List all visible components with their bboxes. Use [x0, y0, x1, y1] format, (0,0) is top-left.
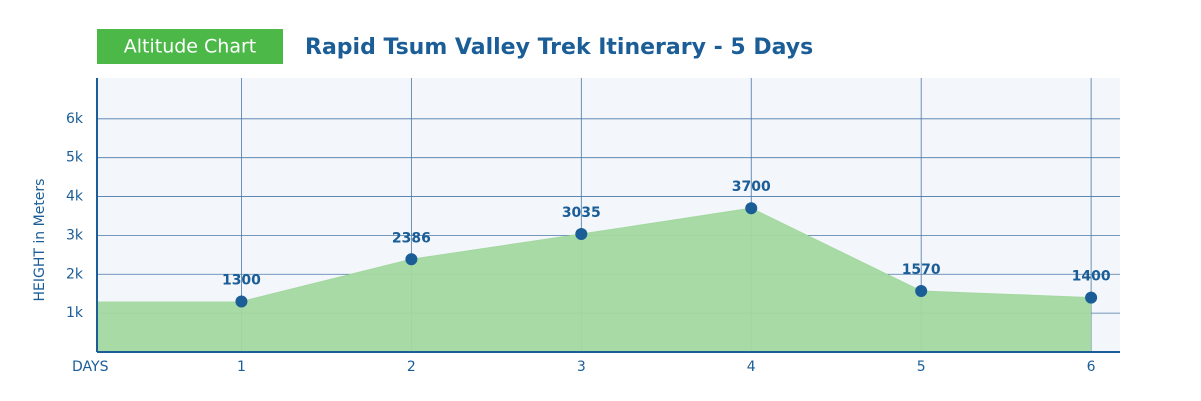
badge [97, 29, 283, 64]
data-label: 2386 [392, 230, 431, 246]
y-tick-label: 5k [66, 150, 84, 166]
data-label: 1570 [902, 262, 941, 278]
y-tick-label: 3k [66, 227, 84, 243]
area-line [241, 207, 1092, 302]
y-tick-label: 2k [66, 266, 84, 282]
x-tick-label: 3 [577, 359, 586, 375]
data-point [745, 202, 758, 215]
x-tick-label: 6 [1087, 359, 1096, 375]
x-tick-label: 1 [237, 359, 246, 375]
x-axis-label: DAYS [72, 359, 109, 375]
y-tick-label: 1k [66, 305, 84, 321]
y-tick-label: 6k [66, 111, 84, 127]
y-tick-label: 4k [66, 189, 84, 205]
data-point [575, 228, 588, 241]
data-label: 1300 [222, 272, 261, 288]
chart-title: Rapid Tsum Valley Trek Itinerary - 5 Day… [305, 35, 813, 60]
badge-text: Altitude Chart [124, 36, 257, 58]
area-fill [97, 208, 1092, 352]
data-point [1085, 291, 1098, 304]
x-tick-label: 5 [917, 359, 926, 375]
y-axis-label: HEIGHT in Meters [32, 179, 48, 302]
data-label: 1400 [1072, 269, 1111, 285]
data-label: 3035 [562, 205, 601, 221]
data-point [235, 295, 248, 308]
data-point [405, 253, 418, 266]
x-tick-label: 2 [407, 359, 416, 375]
data-point [915, 284, 928, 297]
x-tick-label: 4 [747, 359, 756, 375]
data-label: 3700 [732, 179, 771, 195]
